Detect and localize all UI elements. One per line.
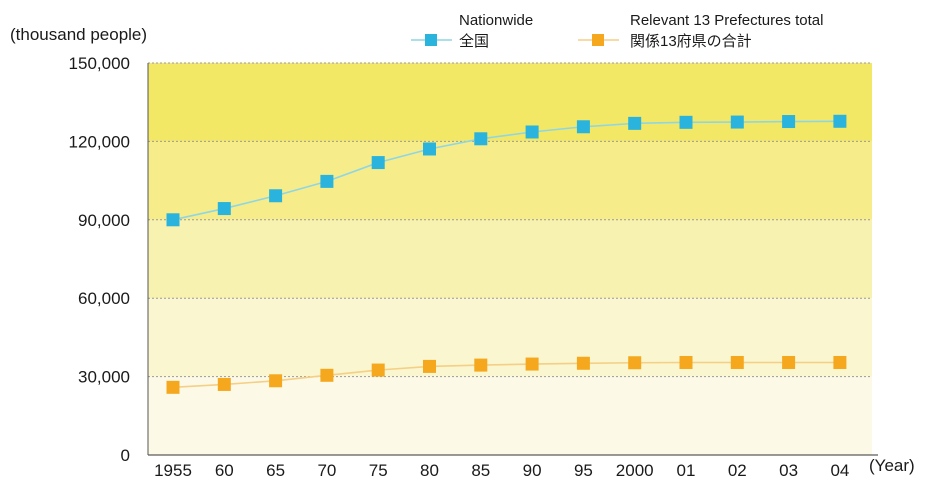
data-point — [320, 368, 334, 382]
legend-label-nationwide-en: Nationwide — [459, 12, 533, 29]
data-point — [269, 189, 283, 203]
series-1 — [166, 355, 847, 394]
y-tick-label: 60,000 — [78, 289, 130, 308]
data-point — [371, 156, 385, 170]
legend-label-nationwide-ja: 全国 — [459, 32, 489, 50]
legend-marker-nationwide — [425, 34, 437, 46]
y-tick-label: 120,000 — [69, 132, 130, 151]
x-tick-label: 65 — [266, 461, 285, 480]
data-point — [628, 116, 642, 130]
series-line — [172, 120, 840, 221]
data-point — [320, 174, 334, 188]
y-tick-label: 30,000 — [78, 368, 130, 387]
y-tick-label: 90,000 — [78, 211, 130, 230]
data-point — [166, 213, 180, 227]
x-unit-label: (Year) — [869, 456, 915, 475]
data-point — [833, 355, 847, 369]
x-tick-label: 01 — [677, 461, 696, 480]
series-line — [172, 361, 840, 389]
legend-item-nationwide: Nationwide 全国 — [411, 12, 533, 50]
x-tick-label: 80 — [420, 461, 439, 480]
data-point — [217, 202, 231, 216]
data-point — [525, 125, 539, 139]
data-point — [628, 356, 642, 370]
legend-item-prefectures: Relevant 13 Prefectures total 関係13府県の合計 — [578, 12, 823, 50]
x-tick-label: 90 — [523, 461, 542, 480]
y-tick-label: 150,000 — [69, 54, 130, 73]
series-0 — [166, 114, 847, 227]
data-point — [217, 377, 231, 391]
legend-label-prefectures-ja: 関係13府県の合計 — [630, 33, 752, 50]
x-tick-label: 1955 — [154, 461, 192, 480]
data-point — [679, 115, 693, 129]
background-band — [148, 219, 872, 299]
x-tick-label: 95 — [574, 461, 593, 480]
data-point — [166, 380, 180, 394]
background-band — [148, 63, 872, 142]
y-tick-label: 0 — [121, 446, 130, 465]
data-point — [833, 114, 847, 128]
background-band — [148, 141, 872, 220]
data-point — [423, 142, 436, 156]
y-tick-labels: 0 30,000 60,000 90,000 120,000 150,000 — [69, 54, 130, 465]
data-point — [474, 132, 488, 146]
data-point — [576, 120, 590, 134]
x-tick-label: 03 — [779, 461, 798, 480]
data-point — [782, 115, 796, 129]
data-point — [730, 115, 744, 129]
data-point — [782, 355, 796, 369]
data-point — [730, 355, 744, 369]
legend-label-prefectures-en: Relevant 13 Prefectures total — [630, 12, 823, 29]
data-point — [269, 374, 283, 388]
data-point — [525, 357, 539, 371]
gridlines — [148, 62, 872, 378]
background-band — [148, 376, 872, 455]
x-tick-labels: 1955 60 65 70 75 80 85 90 95 2000 01 02 03 04 — [154, 461, 849, 480]
x-tick-label: 2000 — [616, 461, 654, 480]
legend: Nationwide 全国 Relevant 13 Prefectures to… — [411, 12, 823, 50]
background-band — [148, 298, 872, 377]
data-point — [371, 363, 385, 377]
x-tick-label: 75 — [369, 461, 388, 480]
x-tick-label: 85 — [471, 461, 490, 480]
x-tick-label: 04 — [830, 461, 849, 480]
data-point — [576, 356, 590, 370]
legend-marker-prefectures — [592, 34, 604, 46]
x-tick-label: 70 — [317, 461, 336, 480]
data-point — [474, 358, 488, 372]
data-point — [423, 359, 436, 373]
series-group — [166, 114, 847, 394]
y-unit-label: (thousand people) — [10, 25, 147, 44]
x-tick-label: 02 — [728, 461, 747, 480]
background-bands — [148, 63, 872, 455]
x-tick-label: 60 — [215, 461, 234, 480]
data-point — [679, 355, 693, 369]
